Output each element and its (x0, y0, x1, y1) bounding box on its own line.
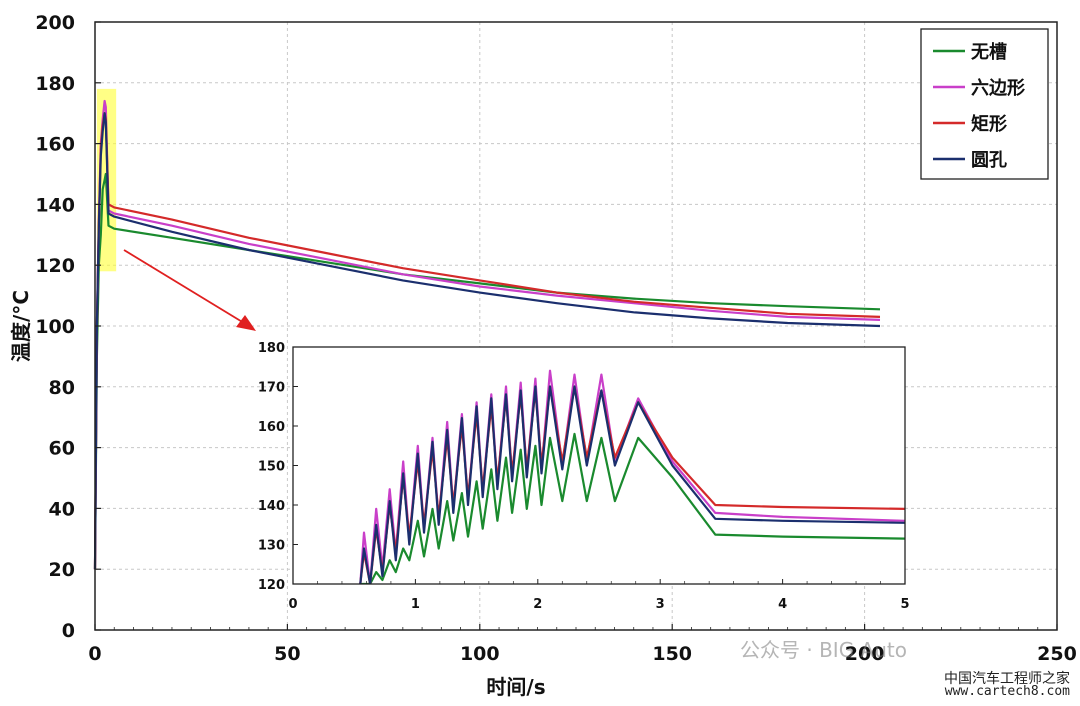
x-tick-label: 50 (274, 643, 300, 665)
y-axis-label: 温度/°C (9, 290, 33, 362)
legend-label: 矩形 (971, 113, 1007, 135)
legend-label: 无槽 (971, 41, 1007, 63)
inset-y-tick-label: 130 (258, 539, 285, 554)
inset-y-tick-label: 180 (258, 341, 285, 356)
x-tick-label: 0 (88, 643, 101, 665)
y-tick-label: 60 (49, 438, 75, 460)
inset-x-tick-label: 3 (656, 597, 665, 612)
y-tick-label: 160 (35, 134, 75, 156)
y-tick-label: 120 (35, 255, 75, 277)
legend-label: 圆孔 (971, 150, 1007, 171)
y-tick-label: 0 (62, 620, 75, 642)
watermark-url: www.cartech8.com (945, 684, 1070, 699)
x-tick-label: 100 (460, 643, 500, 665)
inset-x-tick-label: 0 (288, 597, 297, 612)
watermark-account: 公众号 · BIG Auto (740, 634, 907, 663)
y-tick-label: 100 (35, 316, 75, 338)
inset-y-tick-label: 160 (258, 420, 285, 435)
inset-y-tick-label: 150 (258, 460, 285, 475)
inset-x-tick-label: 5 (900, 597, 909, 612)
inset-y-tick-label: 170 (258, 381, 285, 396)
inset-x-tick-label: 4 (778, 597, 787, 612)
watermark: 公众号 · BIG Auto 中国汽车工程师之家 www.cartech8.co… (740, 634, 1070, 694)
y-tick-label: 140 (35, 194, 75, 216)
legend-label: 六边形 (971, 77, 1025, 99)
inset-y-tick-label: 140 (258, 499, 285, 514)
x-tick-label: 150 (652, 643, 692, 665)
y-tick-label: 20 (49, 559, 75, 581)
inset-y-tick-label: 120 (258, 578, 285, 593)
x-axis-label: 时间/s (486, 675, 545, 699)
y-tick-label: 180 (35, 73, 75, 95)
inset-plot: 120 130 140 150 160 170 180 0 1 2 3 4 5 (258, 341, 910, 612)
inset-x-tick-label: 1 (411, 597, 420, 612)
inset-x-tick-label: 2 (533, 597, 542, 612)
y-tick-label: 40 (49, 498, 75, 520)
y-tick-label: 200 (35, 12, 75, 34)
y-tick-label: 80 (49, 377, 75, 399)
